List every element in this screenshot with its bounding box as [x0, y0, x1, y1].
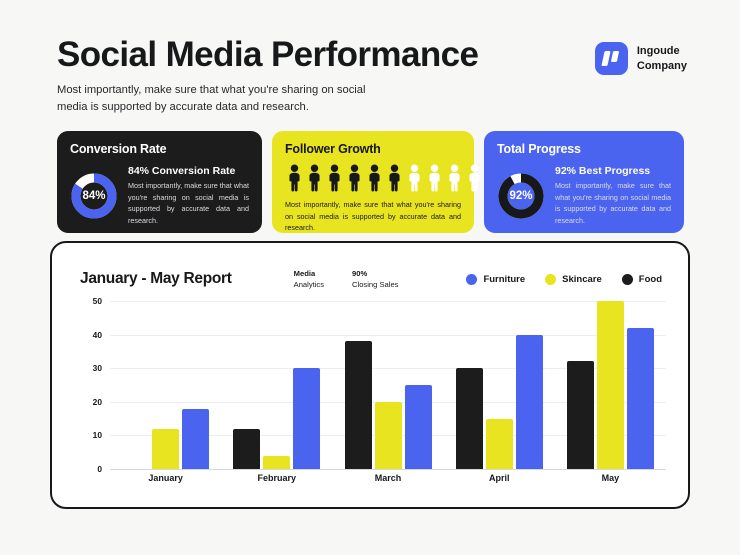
legend-label: Skincare	[562, 273, 602, 285]
conversion-rate-description: Most importantly, make sure that what yo…	[128, 181, 249, 225]
chart-metric-line2: Closing Sales	[352, 280, 399, 289]
legend-item[interactable]: Furniture	[466, 273, 526, 285]
logo-icon	[594, 42, 628, 75]
person-icon	[426, 164, 443, 192]
chart-metric: 90% Closing Sales	[352, 268, 398, 290]
bar[interactable]	[182, 408, 210, 469]
y-axis-tick: 10	[92, 430, 102, 441]
bar[interactable]	[233, 428, 261, 469]
y-axis: 0 10 20 30 40 50	[80, 296, 106, 474]
x-axis-label: April	[488, 473, 510, 483]
stat-cards: Conversion Rate 84% 84% Conversion Rate …	[57, 131, 684, 233]
bar[interactable]	[293, 368, 321, 469]
bar[interactable]	[374, 401, 402, 469]
gridline	[110, 469, 666, 470]
bar-group	[332, 301, 443, 469]
person-icon	[286, 164, 303, 192]
gridline	[110, 368, 666, 370]
legend-label: Food	[638, 273, 662, 285]
logo-line-1: Ingoude	[636, 45, 680, 58]
conversion-rate-donut: 84%	[70, 172, 118, 220]
chart-legend: Furniture Skincare Food	[466, 273, 662, 285]
logo-line-2: Company	[636, 59, 687, 72]
follower-growth-people	[286, 164, 480, 192]
person-icon	[346, 164, 363, 192]
x-axis-label: March	[374, 473, 402, 483]
bar-group	[221, 301, 332, 469]
card-follower-growth-title: Follower Growth	[285, 142, 381, 156]
card-total-progress-title: Total Progress	[497, 142, 581, 156]
bar[interactable]	[404, 385, 432, 469]
chart-grid	[110, 301, 666, 470]
bar[interactable]	[515, 334, 543, 469]
bar[interactable]	[344, 341, 372, 469]
bar[interactable]	[263, 455, 291, 469]
person-icon	[306, 164, 323, 192]
legend-label: Furniture	[483, 273, 526, 285]
conversion-rate-value: 84%	[82, 189, 106, 202]
follower-growth-description: Most importantly, make sure that what yo…	[285, 200, 461, 233]
x-axis: January February March April May	[110, 473, 666, 483]
chart-title: January - May Report	[80, 270, 232, 287]
gridline	[110, 301, 666, 302]
bar[interactable]	[152, 428, 180, 469]
page-subtitle: Most importantly, make sure that what yo…	[57, 83, 366, 114]
total-progress-heading: 92% Best Progress	[555, 165, 651, 177]
card-total-progress: Total Progress 92% 92% Best Progress Mos…	[484, 131, 684, 233]
legend-item[interactable]: Food	[621, 273, 662, 285]
chart-metric: Media Analytics	[294, 268, 324, 290]
y-axis-tick: 30	[92, 363, 102, 374]
chart-panel: January - May Report Media Analytics 90% Cl…	[50, 241, 690, 509]
chart-metric-line2: Analytics	[293, 280, 325, 289]
bar-group	[555, 301, 666, 469]
person-icon	[406, 164, 423, 192]
bar[interactable]	[596, 301, 624, 469]
y-axis-tick: 50	[92, 296, 102, 306]
bar-group	[110, 301, 221, 469]
bar-group	[444, 301, 555, 469]
person-icon	[366, 164, 383, 192]
gridline	[110, 334, 666, 336]
legend-color-dot	[621, 273, 633, 285]
card-conversion-rate: Conversion Rate 84% 84% Conversion Rate …	[57, 131, 262, 233]
person-icon	[446, 164, 463, 192]
total-progress-value: 92%	[509, 189, 533, 202]
conversion-rate-heading: 84% Conversion Rate	[128, 165, 236, 177]
person-icon	[326, 164, 343, 192]
logo-text: Ingoude Company	[637, 44, 687, 72]
y-axis-tick: 40	[92, 329, 102, 340]
x-axis-label: January	[148, 473, 183, 483]
y-axis-tick: 20	[92, 396, 102, 407]
card-follower-growth: Follower Growth Most importantly, make s…	[272, 131, 480, 233]
person-icon	[386, 164, 403, 192]
legend-color-dot	[466, 273, 478, 285]
x-axis-label: May	[601, 473, 620, 483]
total-progress-donut: 92%	[497, 172, 545, 220]
bar[interactable]	[455, 368, 483, 469]
person-icon	[466, 164, 483, 192]
total-progress-description: Most importantly, make sure that what yo…	[555, 181, 671, 225]
bar[interactable]	[626, 327, 654, 469]
chart-metrics: Media Analytics 90% Closing Sales	[294, 268, 399, 290]
logo-shape-right	[610, 51, 620, 62]
legend-color-dot	[545, 273, 557, 285]
x-axis-label: February	[257, 473, 297, 483]
legend-item[interactable]: Skincare	[545, 273, 602, 285]
bar[interactable]	[566, 361, 594, 469]
bar[interactable]	[485, 418, 513, 469]
chart-header: January - May Report Media Analytics 90% Cl…	[80, 267, 662, 291]
chart-metric-line1: 90%	[352, 269, 368, 278]
y-axis-tick: 0	[97, 464, 102, 474]
brand-logo: Ingoude Company	[594, 42, 687, 75]
header: Social Media Performance Most importantl…	[57, 35, 687, 113]
logo-shape-left	[601, 51, 611, 66]
page-title: Social Media Performance	[57, 35, 479, 74]
chart-plot-area: 0 10 20 30 40 50 January February March April May	[80, 296, 666, 487]
chart-metric-line1: Media	[293, 269, 316, 278]
chart-bars	[110, 301, 666, 469]
card-conversion-rate-title: Conversion Rate	[70, 142, 167, 156]
